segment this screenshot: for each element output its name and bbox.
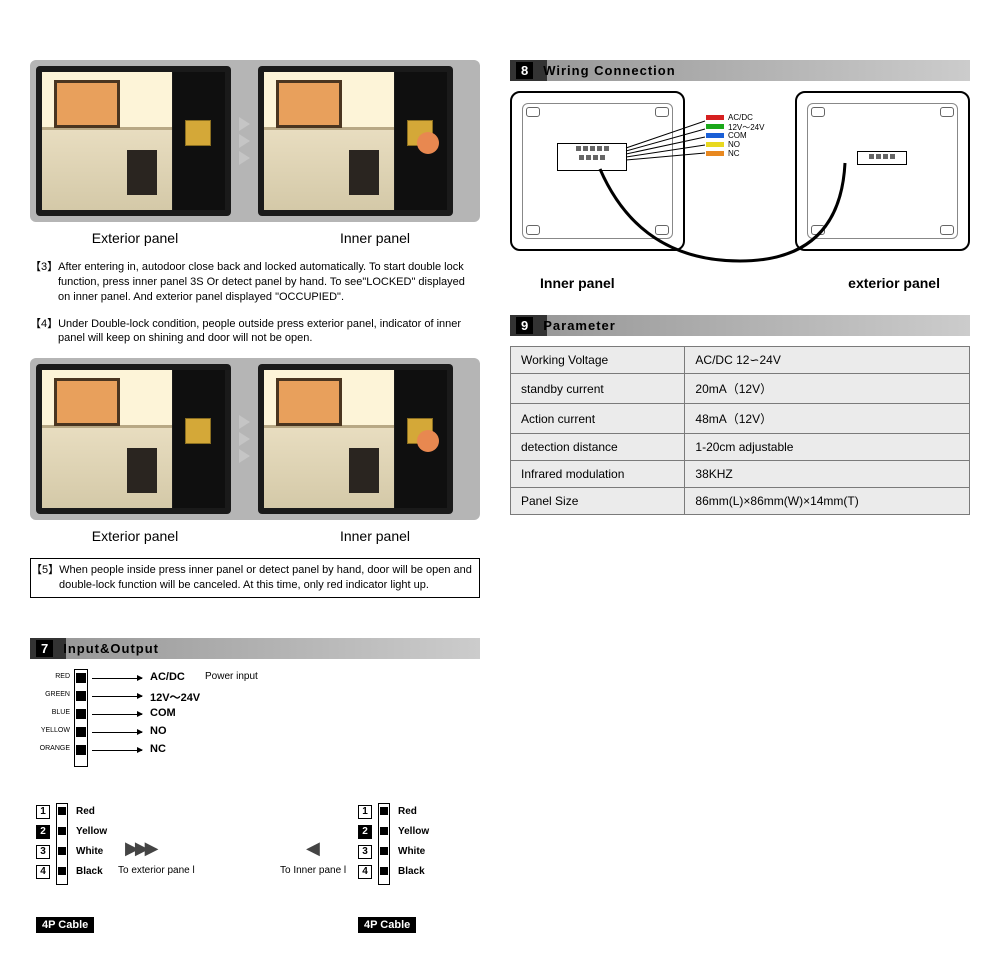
cable-num-r-1: 2 [358, 825, 372, 839]
power-input-label: Power input [205, 671, 258, 682]
to-exterior-label: To exterior pane l [118, 865, 195, 876]
cable-pin-right-3: Black [398, 866, 425, 877]
instruction-5: 【5】When people inside press inner panel … [30, 558, 480, 598]
exterior-panel-label-2: Exterior panel [30, 528, 240, 544]
panel-illustration-2 [30, 358, 480, 520]
param-val-5: 86mm(L)×86mm(W)×14mm(T) [685, 488, 970, 515]
wire-color-1 [706, 124, 724, 129]
param-row-4: Infrared modulation38KHZ [511, 461, 970, 488]
io-pin-color-0: RED [30, 673, 70, 680]
param-val-0: AC/DC 12∽24V [685, 347, 970, 374]
param-row-2: Action current48mA（12V） [511, 404, 970, 434]
section-9-num: 9 [516, 317, 533, 334]
param-key-0: Working Voltage [511, 347, 685, 374]
wiring-labels: Inner panel exterior panel [510, 271, 970, 291]
cable-num-3: 4 [36, 865, 50, 879]
cable-num-2: 3 [36, 845, 50, 859]
param-key-2: Action current [511, 404, 685, 434]
param-val-1: 20mA（12V） [685, 374, 970, 404]
io-pin-color-4: ORANGE [30, 745, 70, 752]
io-pin-color-3: YELLOW [30, 727, 70, 734]
io-pin-label-3: NO [150, 725, 167, 737]
param-key-1: standby current [511, 374, 685, 404]
inner-panel-label-2: Inner panel [270, 528, 480, 544]
to-inner-label: To Inner pane l [280, 865, 346, 876]
panel-labels-2: Exterior panel Inner panel [30, 528, 480, 544]
param-val-3: 1-20cm adjustable [685, 434, 970, 461]
param-row-1: standby current20mA（12V） [511, 374, 970, 404]
wiring-inner-label: Inner panel [540, 275, 615, 291]
cable-pin-right-1: Yellow [398, 826, 429, 837]
cable-num-r-0: 1 [358, 805, 372, 819]
cable-tag-left: 4P Cable [36, 917, 94, 933]
wire-color-2 [706, 133, 724, 138]
cable-num-0: 1 [36, 805, 50, 819]
panel-labels-1: Exterior panel Inner panel [30, 230, 480, 246]
section-9-header: 9 Parameter [510, 315, 970, 336]
section-7-header: 7 Input&Output [30, 638, 480, 659]
cable-pin-right-0: Red [398, 806, 417, 817]
parameter-table: Working VoltageAC/DC 12∽24Vstandby curre… [510, 346, 970, 515]
cable-pin-left-0: Red [76, 806, 95, 817]
instruction-3: 【3】After entering in, autodoor close bac… [30, 260, 480, 305]
section-7-num: 7 [36, 640, 53, 657]
section-9-title: Parameter [539, 318, 616, 333]
param-key-5: Panel Size [511, 488, 685, 515]
cable-pin-left-2: White [76, 846, 103, 857]
section-8-num: 8 [516, 62, 533, 79]
wiring-exterior-label: exterior panel [848, 275, 940, 291]
cable-num-1: 2 [36, 825, 50, 839]
param-row-0: Working VoltageAC/DC 12∽24V [511, 347, 970, 374]
section-8-title: Wiring Connection [539, 63, 675, 78]
wiring-diagram: AC/DC 12V～24V COM NO NC [510, 91, 970, 271]
cable-pin-right-2: White [398, 846, 425, 857]
param-key-3: detection distance [511, 434, 685, 461]
inner-panel-label: Inner panel [270, 230, 480, 246]
cable-tag-right: 4P Cable [358, 917, 416, 933]
param-key-4: Infrared modulation [511, 461, 685, 488]
exterior-panel-label: Exterior panel [30, 230, 240, 246]
io-pin-color-2: BLUE [30, 709, 70, 716]
wire-color-4 [706, 151, 724, 156]
wire-label-3: NO [728, 140, 740, 149]
cable-pin-left-3: Black [76, 866, 103, 877]
param-row-3: detection distance1-20cm adjustable [511, 434, 970, 461]
wire-label-2: COM [728, 131, 747, 140]
cable-num-r-2: 3 [358, 845, 372, 859]
section-8-header: 8 Wiring Connection [510, 60, 970, 81]
section-7-title: Input&Output [59, 641, 159, 656]
io-pin-label-4: NC [150, 743, 166, 755]
param-row-5: Panel Size86mm(L)×86mm(W)×14mm(T) [511, 488, 970, 515]
cable-num-r-3: 4 [358, 865, 372, 879]
wire-color-0 [706, 115, 724, 120]
io-pin-label-2: COM [150, 707, 176, 719]
param-val-4: 38KHZ [685, 461, 970, 488]
io-pin-color-1: GREEN [30, 691, 70, 698]
wire-label-4: NC [728, 149, 740, 158]
io-pin-label-0: AC/DC [150, 671, 185, 683]
wire-label-0: AC/DC [728, 113, 753, 122]
wire-color-3 [706, 142, 724, 147]
io-diagram: RED AC/DC GREEN 12V～24V BLUE COM YELLOW NO O… [30, 669, 480, 789]
param-val-2: 48mA（12V） [685, 404, 970, 434]
cable-diagram: 1 Red2 Yellow3 White4 Black ▶▶▶ To exter… [30, 803, 480, 913]
instruction-4: 【4】Under Double-lock condition, people o… [30, 317, 480, 347]
panel-illustration-1 [30, 60, 480, 222]
io-pin-label-1: 12V～24V [150, 689, 200, 705]
cable-pin-left-1: Yellow [76, 826, 107, 837]
